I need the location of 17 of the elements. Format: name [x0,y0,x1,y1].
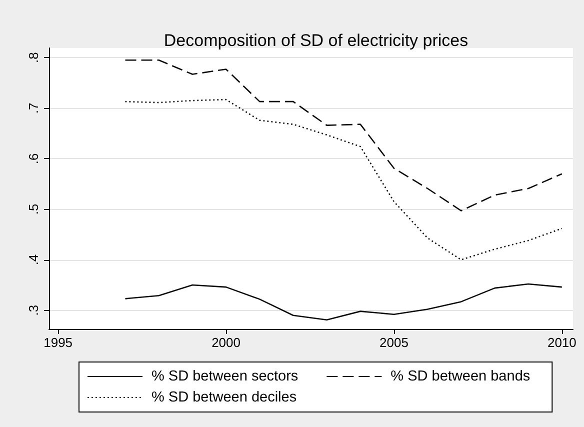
x-tick-label: 2010 [547,335,576,350]
legend-label: % SD between sectors [152,368,298,384]
x-tick-label: 2000 [212,335,240,350]
x-tick-label: 2005 [380,335,408,350]
chart-title: Decomposition of SD of electricity prices [164,31,468,50]
line-series [124,283,563,321]
legend-label: % SD between deciles [152,390,297,406]
y-tick-label: .4 [26,254,41,266]
x-tick-label: 1995 [44,335,73,350]
y-tick-label: .8 [26,52,41,64]
y-tick-label: .5 [26,204,41,215]
y-tick-label: .6 [26,153,41,164]
line-series [124,59,563,212]
y-tick-label: .3 [26,304,41,316]
y-tick-label: .7 [26,102,41,114]
line-series [124,98,563,260]
legend-label: % SD between bands [390,368,530,384]
